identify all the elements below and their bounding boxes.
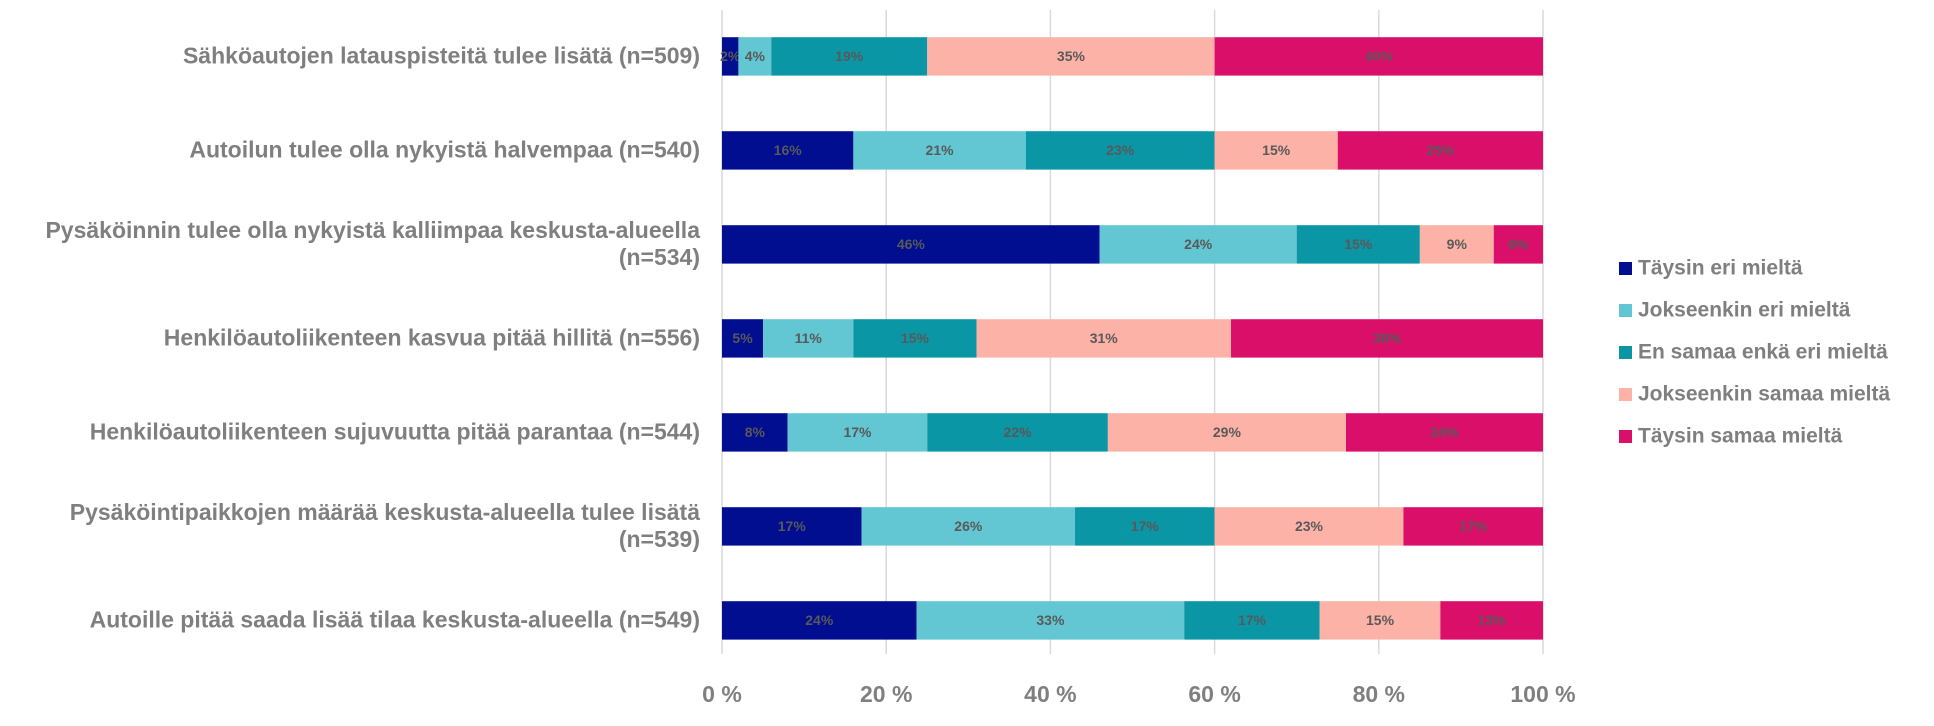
bar-segment bbox=[927, 413, 1108, 452]
data-label: 9% bbox=[1447, 236, 1468, 252]
data-label: 29% bbox=[1213, 424, 1242, 440]
data-label: 4% bbox=[745, 48, 766, 64]
bar-segment bbox=[1231, 319, 1543, 358]
data-label: 46% bbox=[897, 236, 926, 252]
legend-swatch bbox=[1619, 430, 1632, 443]
bar-segment bbox=[853, 131, 1026, 170]
data-label: 33% bbox=[1036, 612, 1065, 628]
x-tick-label: 20 % bbox=[860, 681, 912, 707]
data-label: 38% bbox=[1373, 330, 1402, 346]
data-label: 24% bbox=[1430, 424, 1459, 440]
bar-segment bbox=[1403, 507, 1543, 546]
bar-segment bbox=[763, 319, 854, 358]
bar-segment bbox=[1214, 37, 1543, 76]
bar-segment bbox=[1296, 225, 1420, 264]
data-label: 24% bbox=[805, 612, 834, 628]
legend-label: Jokseenkin samaa mieltä bbox=[1638, 383, 1890, 406]
bar-segment bbox=[1099, 225, 1297, 264]
data-label: 8% bbox=[745, 424, 766, 440]
category-label: Autoilun tulee olla nykyistä halvempaa (… bbox=[189, 136, 700, 163]
bar-segment bbox=[927, 37, 1215, 76]
bar-segment bbox=[1184, 601, 1320, 640]
bar-segment bbox=[771, 37, 928, 76]
legend-swatch bbox=[1619, 346, 1632, 359]
bar-segment bbox=[722, 37, 739, 76]
category-label: Henkilöautoliikenteen kasvua pitää hilli… bbox=[163, 324, 700, 351]
bar-segment bbox=[1214, 507, 1404, 546]
data-label: 23% bbox=[1106, 142, 1135, 158]
bar-segment bbox=[853, 319, 977, 358]
data-label: 2% bbox=[720, 48, 741, 64]
data-label: 5% bbox=[732, 330, 753, 346]
data-label: 15% bbox=[1366, 612, 1395, 628]
legend-label: Jokseenkin eri mieltä bbox=[1638, 299, 1851, 322]
bar-segment bbox=[1025, 131, 1215, 170]
bar-segment bbox=[1075, 507, 1215, 546]
bar-segment bbox=[722, 319, 764, 358]
legend-swatch bbox=[1619, 388, 1632, 401]
bar-segment bbox=[722, 601, 917, 640]
data-label: 22% bbox=[1004, 424, 1033, 440]
data-label: 15% bbox=[1262, 142, 1291, 158]
legend-label: Täysin eri mieltä bbox=[1638, 257, 1803, 280]
bar-segment bbox=[1214, 131, 1338, 170]
category-label: Pysäköintipaikkojen määrää keskusta-alue… bbox=[69, 499, 700, 553]
x-tick-label: 100 % bbox=[1510, 681, 1575, 707]
data-label: 17% bbox=[1131, 518, 1160, 534]
category-label: Sähköautojen latauspisteitä tulee lisätä… bbox=[182, 42, 700, 69]
category-label: Henkilöautoliikenteen sujuvuutta pitää p… bbox=[89, 418, 700, 445]
data-label: 17% bbox=[1459, 518, 1488, 534]
x-tick-label: 40 % bbox=[1024, 681, 1076, 707]
bar-segment bbox=[1440, 601, 1543, 640]
legend-swatch bbox=[1619, 262, 1632, 275]
category-label: Autoille pitää saada lisää tilaa keskust… bbox=[89, 606, 700, 633]
data-label: 15% bbox=[901, 330, 930, 346]
legend-label: En samaa enkä eri mieltä bbox=[1638, 341, 1888, 364]
data-label: 40% bbox=[1365, 48, 1394, 64]
data-label: 35% bbox=[1057, 48, 1086, 64]
category-label: Pysäköinnin tulee olla nykyistä kalliimp… bbox=[45, 217, 700, 271]
bar-segment bbox=[1337, 131, 1543, 170]
data-label: 19% bbox=[835, 48, 864, 64]
data-label: 11% bbox=[795, 330, 823, 346]
x-tick-label: 80 % bbox=[1353, 681, 1405, 707]
bar-segment bbox=[787, 413, 928, 452]
bar-segment bbox=[722, 225, 1100, 264]
legend-label: Täysin samaa mieltä bbox=[1638, 425, 1843, 448]
data-label: 17% bbox=[1238, 612, 1267, 628]
data-label: 17% bbox=[778, 518, 807, 534]
data-label: 31% bbox=[1090, 330, 1119, 346]
data-label: 21% bbox=[926, 142, 955, 158]
data-label: 6% bbox=[1508, 236, 1529, 252]
bar-segment bbox=[1319, 601, 1441, 640]
data-label: 24% bbox=[1184, 236, 1213, 252]
bar-segment bbox=[722, 131, 854, 170]
legend-swatch bbox=[1619, 304, 1632, 317]
data-label: 26% bbox=[954, 518, 983, 534]
data-label: 13% bbox=[1478, 612, 1507, 628]
data-label: 15% bbox=[1344, 236, 1373, 252]
bar-segment bbox=[861, 507, 1076, 546]
bar-segment bbox=[976, 319, 1232, 358]
bar-segment bbox=[1493, 225, 1543, 264]
bar-segment bbox=[1345, 413, 1543, 452]
data-label: 17% bbox=[843, 424, 872, 440]
bar-segment bbox=[722, 507, 862, 546]
bar-segment bbox=[1419, 225, 1494, 264]
bar-segment bbox=[1107, 413, 1346, 452]
data-label: 25% bbox=[1426, 142, 1455, 158]
bar-segment bbox=[738, 37, 772, 76]
x-tick-label: 0 % bbox=[702, 681, 742, 707]
data-label: 16% bbox=[774, 142, 803, 158]
bar-segment bbox=[722, 413, 788, 452]
x-tick-label: 60 % bbox=[1188, 681, 1240, 707]
data-label: 23% bbox=[1295, 518, 1324, 534]
bar-segment bbox=[916, 601, 1185, 640]
